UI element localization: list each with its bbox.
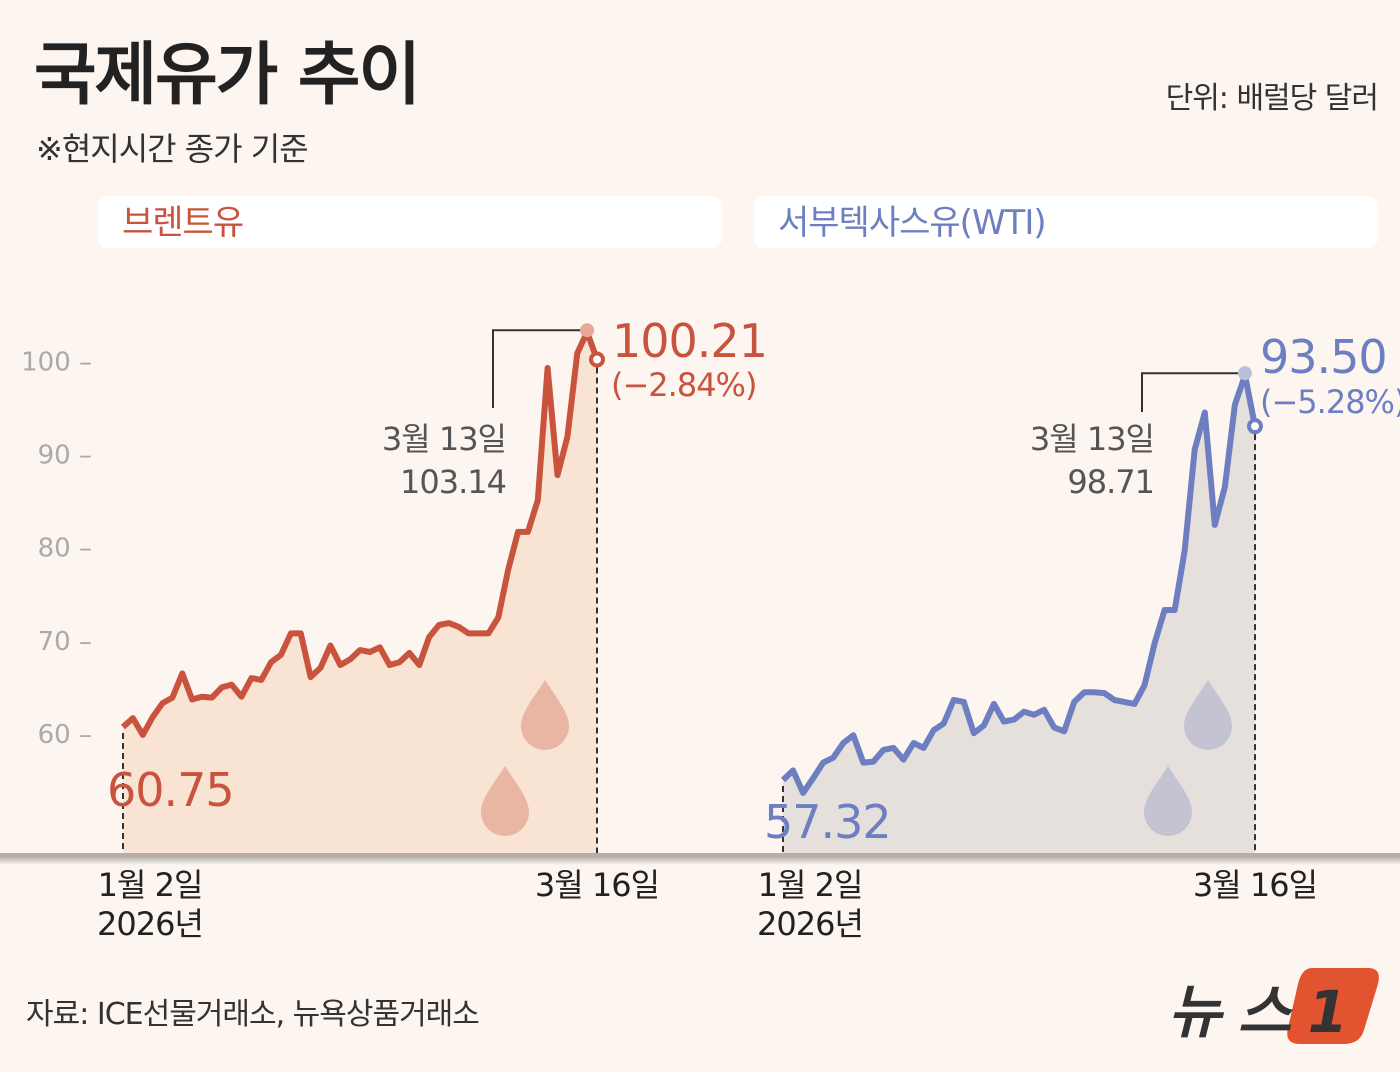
brent-x-start-date: 1월 2일: [98, 866, 203, 904]
wti-peak-date: 3월 13일: [1030, 420, 1154, 458]
y-axis-ticks: 100 – 90 – 80 – 70 – 60 –: [21, 347, 92, 749]
wti-x-end-date: 3월 16일: [1193, 866, 1317, 904]
brent-x-end-date: 3월 16일: [535, 866, 659, 904]
baseline-shadow: [0, 857, 1400, 865]
brent-peak-date: 3월 13일: [382, 420, 506, 458]
x-axis-baseline: [0, 853, 1400, 857]
wti-chart: [780, 366, 1263, 855]
brent-title: 브렌트유: [122, 203, 243, 243]
wti-series-line: [780, 372, 1258, 796]
brent-start-value: 60.75: [107, 763, 234, 817]
brent-area-fill: [123, 332, 597, 855]
page-title: 국제유가 추이: [34, 36, 419, 115]
brent-peak-callout-line: [492, 329, 584, 408]
wti-end-value: 93.50: [1260, 330, 1387, 384]
wti-title: 서부텍사스유(WTI): [778, 203, 1046, 243]
oil-drop-icon: [1184, 680, 1232, 750]
wti-peak-value: 98.71: [1067, 463, 1154, 501]
logo-text: 뉴스1: [1168, 978, 1348, 1046]
wti-x-start-year: 2026년: [757, 905, 863, 943]
y-tick-label: 60 –: [38, 720, 92, 750]
brent-end-marker: [589, 351, 605, 368]
wti-peak-marker: [1237, 366, 1252, 381]
wti-end-change: (−5.28%): [1260, 383, 1400, 421]
y-tick-label: 90 –: [38, 441, 92, 471]
subtitle: ※현지시간 종가 기준: [36, 130, 308, 168]
y-tick-label: 70 –: [38, 627, 92, 657]
brent-end-value: 100.21: [612, 314, 767, 368]
oil-drop-icon: [481, 766, 529, 836]
brent-end-change: (−2.84%): [611, 366, 756, 404]
news1-logo: 뉴스1: [1168, 968, 1379, 1046]
wti-start-value: 57.32: [764, 795, 891, 849]
unit-label: 단위: 배럴당 달러: [1166, 81, 1378, 116]
wti-x-start-date: 1월 2일: [758, 866, 863, 904]
brent-x-start-year: 2026년: [97, 905, 203, 943]
oil-drop-icon: [521, 680, 569, 750]
wti-header-box: [754, 196, 1378, 248]
source-note: 자료: ICE선물거래소, 뉴욕상품거래소: [26, 997, 479, 1032]
brent-header-box: [98, 196, 722, 248]
brent-peak-marker: [580, 323, 595, 338]
logo-badge-icon: [1287, 968, 1379, 1044]
wti-peak-callout-line: [1141, 372, 1241, 412]
brent-chart: [120, 323, 605, 855]
wti-area-fill: [783, 375, 1255, 855]
brent-peak-value: 103.14: [400, 463, 506, 501]
y-tick-label: 80 –: [38, 534, 92, 564]
y-tick-label: 100 –: [21, 347, 92, 377]
oil-drop-icon: [1144, 766, 1192, 836]
wti-end-marker: [1247, 418, 1263, 435]
